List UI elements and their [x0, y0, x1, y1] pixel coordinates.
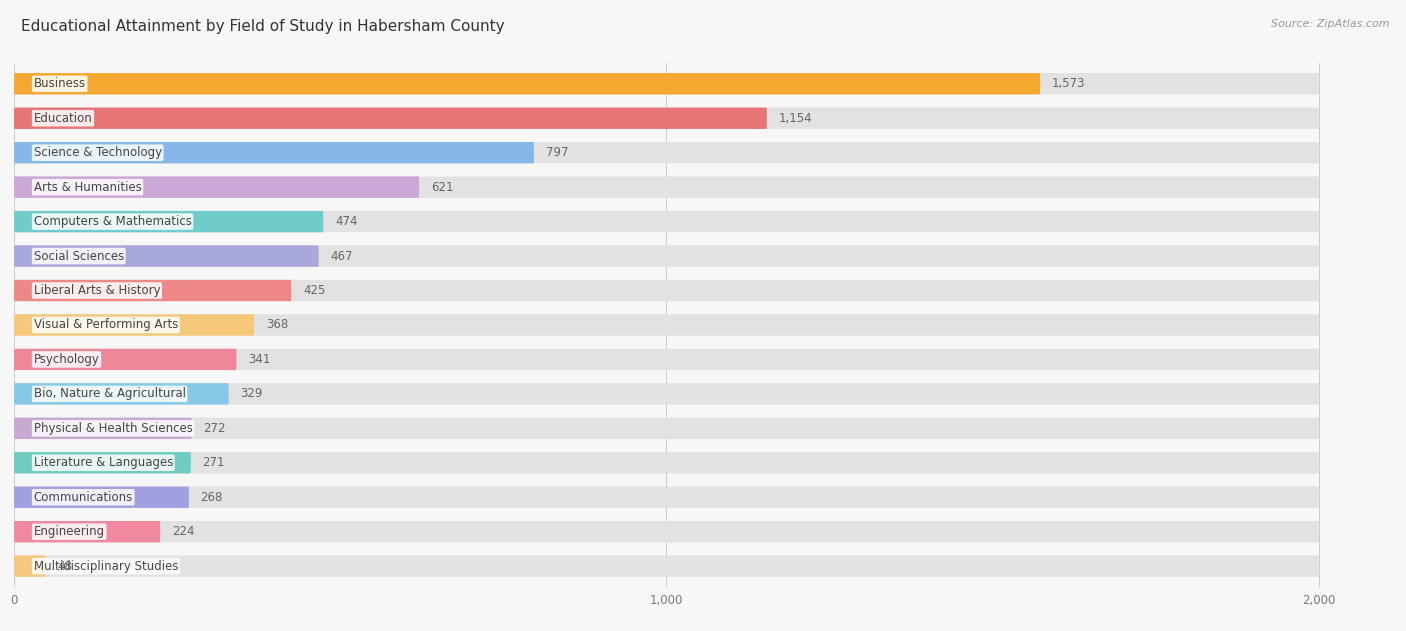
FancyBboxPatch shape	[14, 142, 1319, 163]
FancyBboxPatch shape	[14, 521, 1319, 543]
FancyBboxPatch shape	[14, 452, 191, 473]
FancyBboxPatch shape	[14, 177, 419, 198]
Text: Visual & Performing Arts: Visual & Performing Arts	[34, 319, 179, 331]
Text: Computers & Mathematics: Computers & Mathematics	[34, 215, 191, 228]
FancyBboxPatch shape	[14, 245, 319, 267]
Text: 1,573: 1,573	[1052, 77, 1085, 90]
Text: 271: 271	[202, 456, 225, 469]
Text: Engineering: Engineering	[34, 525, 105, 538]
Text: Source: ZipAtlas.com: Source: ZipAtlas.com	[1271, 19, 1389, 29]
FancyBboxPatch shape	[14, 107, 1319, 129]
Text: 341: 341	[249, 353, 270, 366]
Text: 425: 425	[304, 284, 325, 297]
Text: 272: 272	[204, 422, 226, 435]
FancyBboxPatch shape	[14, 245, 1319, 267]
Text: Educational Attainment by Field of Study in Habersham County: Educational Attainment by Field of Study…	[21, 19, 505, 34]
Text: 48: 48	[58, 560, 72, 573]
Text: 621: 621	[430, 180, 453, 194]
FancyBboxPatch shape	[14, 487, 1319, 508]
Text: Psychology: Psychology	[34, 353, 100, 366]
FancyBboxPatch shape	[14, 211, 323, 232]
Text: 329: 329	[240, 387, 263, 401]
FancyBboxPatch shape	[14, 211, 1319, 232]
FancyBboxPatch shape	[14, 418, 1319, 439]
FancyBboxPatch shape	[14, 555, 1319, 577]
Text: Science & Technology: Science & Technology	[34, 146, 162, 159]
FancyBboxPatch shape	[14, 314, 1319, 336]
FancyBboxPatch shape	[14, 418, 191, 439]
FancyBboxPatch shape	[14, 107, 766, 129]
Text: 224: 224	[172, 525, 194, 538]
Text: 368: 368	[266, 319, 288, 331]
FancyBboxPatch shape	[14, 349, 236, 370]
Text: 797: 797	[546, 146, 568, 159]
FancyBboxPatch shape	[14, 521, 160, 543]
Text: Education: Education	[34, 112, 93, 125]
Text: Social Sciences: Social Sciences	[34, 249, 124, 262]
Text: Arts & Humanities: Arts & Humanities	[34, 180, 142, 194]
Text: Multidisciplinary Studies: Multidisciplinary Studies	[34, 560, 179, 573]
FancyBboxPatch shape	[14, 487, 188, 508]
FancyBboxPatch shape	[14, 73, 1040, 95]
Text: Literature & Languages: Literature & Languages	[34, 456, 173, 469]
FancyBboxPatch shape	[14, 555, 45, 577]
Text: Liberal Arts & History: Liberal Arts & History	[34, 284, 160, 297]
FancyBboxPatch shape	[14, 383, 229, 404]
FancyBboxPatch shape	[14, 314, 254, 336]
FancyBboxPatch shape	[14, 349, 1319, 370]
Text: 1,154: 1,154	[779, 112, 813, 125]
FancyBboxPatch shape	[14, 383, 1319, 404]
Text: Physical & Health Sciences: Physical & Health Sciences	[34, 422, 193, 435]
FancyBboxPatch shape	[14, 142, 534, 163]
FancyBboxPatch shape	[14, 177, 1319, 198]
FancyBboxPatch shape	[14, 280, 1319, 301]
Text: 268: 268	[201, 491, 224, 504]
FancyBboxPatch shape	[14, 280, 291, 301]
FancyBboxPatch shape	[14, 73, 1319, 95]
Text: Communications: Communications	[34, 491, 134, 504]
Text: 474: 474	[335, 215, 357, 228]
Text: 467: 467	[330, 249, 353, 262]
Text: Business: Business	[34, 77, 86, 90]
FancyBboxPatch shape	[14, 452, 1319, 473]
Text: Bio, Nature & Agricultural: Bio, Nature & Agricultural	[34, 387, 186, 401]
